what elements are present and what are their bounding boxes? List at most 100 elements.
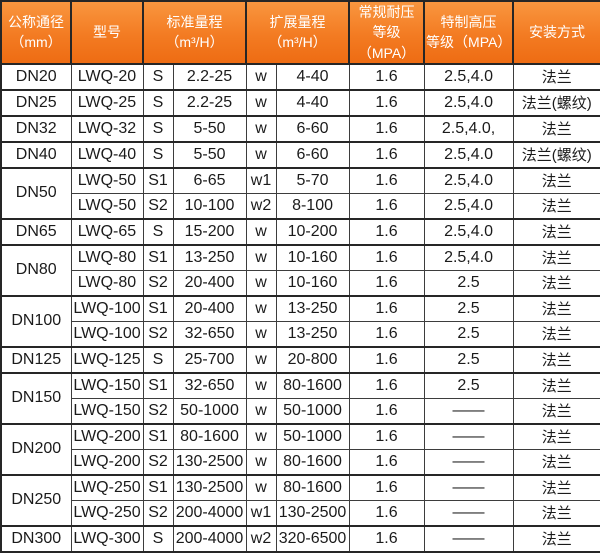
diameter-cell: DN32 xyxy=(0,114,72,143)
diameter-cell: DN25 xyxy=(0,88,72,117)
ext-code-cell: w xyxy=(245,397,277,425)
ext-range-cell: 80-1600 xyxy=(275,448,350,476)
ext-code-cell: w xyxy=(245,320,277,348)
std-code-cell: S2 xyxy=(142,448,174,476)
high-pressure-cell: 2.5 xyxy=(423,371,514,399)
diameter-cell: DN150 xyxy=(0,371,72,425)
ext-range-cell: 50-1000 xyxy=(275,422,350,450)
ext-range-cell: 13-250 xyxy=(275,320,350,348)
std-code-cell: S xyxy=(142,217,174,246)
model-cell: LWQ-125 xyxy=(70,345,144,374)
ext-code-cell: w xyxy=(245,371,277,399)
header-cell: 安装方式 xyxy=(512,0,600,65)
header-line1: 常规耐压 xyxy=(358,4,415,20)
install-cell: 法兰 xyxy=(512,243,600,271)
ext-code-cell: w xyxy=(245,345,277,374)
diameter-cell: DN50 xyxy=(0,166,72,220)
pressure-cell: 1.6 xyxy=(348,397,425,425)
std-range-cell: 200-4000 xyxy=(172,499,247,527)
header-cell: 扩展量程 （m³/H） xyxy=(245,0,351,65)
pressure-cell: 1.6 xyxy=(348,114,425,143)
model-cell: LWQ-40 xyxy=(70,140,144,169)
high-pressure-cell: —— xyxy=(423,448,514,476)
header-line1: 特制高压 xyxy=(440,14,497,31)
std-range-cell: 13-250 xyxy=(172,243,247,271)
model-cell: LWQ-100 xyxy=(70,294,144,322)
high-pressure-cell: 2.5,4.0 xyxy=(423,217,514,246)
ext-code-cell: w xyxy=(245,140,277,169)
ext-range-cell: 4-40 xyxy=(275,62,350,91)
std-code-cell: S2 xyxy=(142,499,174,527)
model-cell: LWQ-80 xyxy=(70,269,144,297)
diameter-cell: DN100 xyxy=(0,294,72,348)
std-range-cell: 130-2500 xyxy=(172,473,247,501)
header-line2: （m³/H） xyxy=(268,34,327,51)
install-cell: 法兰 xyxy=(512,269,600,297)
header-line1: 扩展量程 xyxy=(269,14,326,31)
pressure-cell: 1.6 xyxy=(348,499,425,527)
ext-range-cell: 20-800 xyxy=(275,345,350,374)
table-row: DN32 LWQ-32 S 5-50 w 6-60 1.6 2.5,4.0, 法兰 xyxy=(0,114,600,143)
std-range-cell: 20-400 xyxy=(172,269,247,297)
install-cell: 法兰(螺纹) xyxy=(512,88,600,117)
std-code-cell: S xyxy=(142,524,174,553)
install-cell: 法兰 xyxy=(512,524,600,553)
high-pressure-cell: 2.5 xyxy=(423,345,514,374)
table-row: DN300 LWQ-300 S 200-4000 w2 320-6500 1.6 —— 法兰 xyxy=(0,524,600,553)
table-row: DN40 LWQ-40 S 5-50 w 6-60 1.6 2.5,4.0 法兰(螺纹) xyxy=(0,140,600,169)
std-code-cell: S xyxy=(142,88,174,117)
table-row: LWQ-80 S2 20-400 w 10-160 1.6 2.5 法兰 xyxy=(1,269,600,297)
ext-code-cell: w xyxy=(245,62,277,91)
std-code-cell: S2 xyxy=(142,397,174,425)
high-pressure-cell: 2.5,4.0 xyxy=(423,88,514,117)
ext-range-cell: 320-6500 xyxy=(275,524,350,553)
pressure-cell: 1.6 xyxy=(348,217,425,246)
install-cell: 法兰(螺纹) xyxy=(512,140,600,169)
table-row: DN25 LWQ-25 S 2.2-25 w 4-40 1.6 2.5,4.0 法兰(螺纹) xyxy=(0,88,600,117)
table-row: LWQ-200 S2 130-2500 w 80-1600 1.6 —— 法兰 xyxy=(1,448,600,476)
ext-code-cell: w xyxy=(245,88,277,117)
model-cell: LWQ-150 xyxy=(70,397,144,425)
header-line1: 公称通径 xyxy=(8,14,64,31)
std-code-cell: S xyxy=(142,62,174,91)
std-range-cell: 200-4000 xyxy=(172,524,247,553)
model-cell: LWQ-200 xyxy=(70,448,144,476)
header-cell: 特制高压 等级（MPA） xyxy=(423,0,515,65)
diameter-cell: DN65 xyxy=(0,217,72,246)
ext-range-cell: 10-160 xyxy=(275,269,350,297)
ext-code-cell: w2 xyxy=(245,524,277,553)
pressure-cell: 1.6 xyxy=(348,524,425,553)
std-code-cell: S1 xyxy=(142,371,174,399)
install-cell: 法兰 xyxy=(512,294,600,322)
header-line2: （mm） xyxy=(10,34,62,51)
high-pressure-cell: 2.5 xyxy=(423,269,514,297)
table-header: 公称通径 （mm） 型号 标准量程 （m³/H） 扩展量程 （m³/H） 常规耐压 等级（MPA… xyxy=(0,0,600,65)
diameter-cell: DN20 xyxy=(0,62,72,91)
ext-code-cell: w xyxy=(245,473,277,501)
ext-range-cell: 10-200 xyxy=(275,217,350,246)
header-line2: （m³/H） xyxy=(165,34,224,51)
install-cell: 法兰 xyxy=(512,166,600,194)
high-pressure-cell: 2.5,4.0 xyxy=(423,62,514,91)
ext-code-cell: w1 xyxy=(245,166,277,194)
table-row: LWQ-250 S2 200-4000 w1 130-2500 1.6 —— 法兰 xyxy=(1,499,600,527)
header-line1: 安装方式 xyxy=(529,24,586,41)
table-row: LWQ-100 S2 32-650 w 13-250 1.6 2.5 法兰 xyxy=(1,320,600,348)
std-range-cell: 6-65 xyxy=(172,166,247,194)
diameter-cell: DN300 xyxy=(0,524,72,553)
pressure-cell: 1.6 xyxy=(348,371,425,399)
ext-range-cell: 80-1600 xyxy=(275,473,350,501)
model-cell: LWQ-100 xyxy=(70,320,144,348)
table-row: DN250 LWQ-250 S1 130-2500 w 80-1600 1.6 —— 法兰 xyxy=(0,473,600,527)
table-row: LWQ-50 S2 10-100 w2 8-100 1.6 2.5,4.0 法兰 xyxy=(1,192,600,220)
std-code-cell: S2 xyxy=(142,269,174,297)
high-pressure-cell: 2.5,4.0 xyxy=(423,243,514,271)
std-code-cell: S1 xyxy=(142,294,174,322)
std-range-cell: 2.2-25 xyxy=(172,62,247,91)
model-cell: LWQ-80 xyxy=(70,243,144,271)
std-code-cell: S1 xyxy=(142,243,174,271)
install-cell: 法兰 xyxy=(512,448,600,476)
install-cell: 法兰 xyxy=(512,62,600,91)
model-cell: LWQ-250 xyxy=(70,499,144,527)
